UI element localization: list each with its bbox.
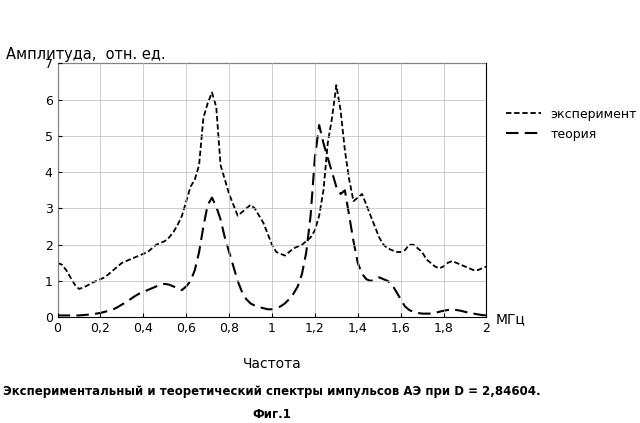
эксперимент bbox=[483, 264, 490, 269]
эксперимент bbox=[333, 82, 340, 88]
эксперимент bbox=[88, 280, 96, 286]
эксперимент bbox=[165, 235, 173, 240]
теория bbox=[311, 155, 319, 160]
Text: Экспериментальный и теоретический спектры импульсов АЭ при D = 2,84604.: Экспериментальный и теоретический спектр… bbox=[3, 385, 541, 398]
теория bbox=[380, 277, 387, 282]
теория bbox=[84, 312, 92, 317]
Text: Фиг.1: Фиг.1 bbox=[253, 408, 291, 421]
Text: МГц: МГц bbox=[496, 312, 525, 327]
теория bbox=[483, 313, 490, 318]
Text: Амплитуда,  отн. ед.: Амплитуда, отн. ед. bbox=[6, 47, 166, 61]
теория bbox=[358, 271, 366, 276]
эксперимент bbox=[76, 286, 83, 291]
теория bbox=[161, 281, 169, 286]
эксперимент bbox=[316, 213, 323, 218]
теория bbox=[251, 303, 259, 308]
теория bbox=[316, 123, 323, 128]
эксперимент bbox=[54, 260, 61, 265]
эксперимент bbox=[255, 213, 263, 218]
Line: теория: теория bbox=[58, 125, 486, 316]
теория bbox=[54, 313, 61, 318]
эксперимент bbox=[384, 246, 392, 251]
Line: эксперимент: эксперимент bbox=[58, 85, 486, 289]
Legend: эксперимент, теория: эксперимент, теория bbox=[506, 108, 637, 141]
Text: Частота: Частота bbox=[243, 357, 301, 371]
эксперимент bbox=[362, 202, 370, 207]
